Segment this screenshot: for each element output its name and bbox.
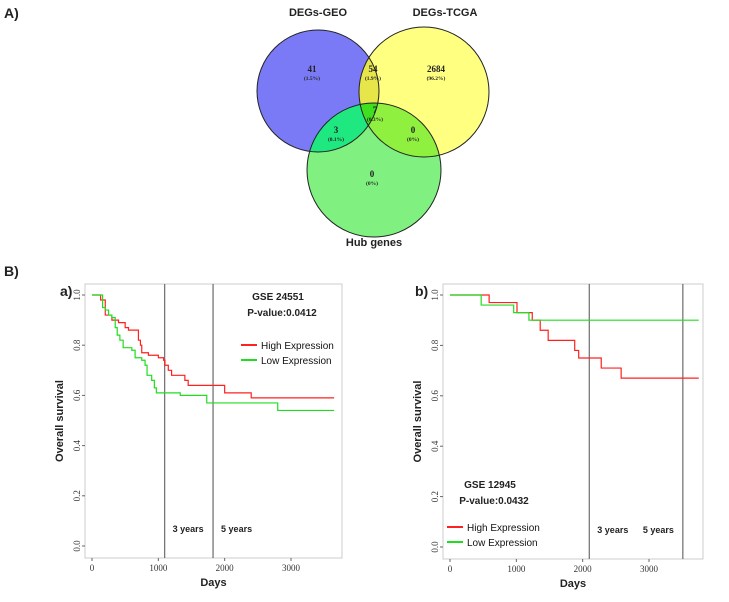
x-tick-label: 0 xyxy=(90,563,95,573)
x-tick-label: 2000 xyxy=(574,564,593,574)
survival-curve-low xyxy=(92,294,335,412)
survival-curve-high xyxy=(450,294,699,379)
region-percent: (0.3%) xyxy=(367,116,383,123)
y-tick-label: 0.4 xyxy=(72,439,82,451)
plot-frame xyxy=(442,283,704,560)
set-label-geo: DEGs-GEO xyxy=(289,7,348,19)
set-outline xyxy=(256,29,380,153)
region-count: 7 xyxy=(373,105,378,115)
vline-label: 5 years xyxy=(643,525,674,535)
x-axis-label: Days xyxy=(560,578,586,590)
set-label-hub: Hub genes xyxy=(346,237,402,249)
region-percent: (1.5%) xyxy=(304,75,320,82)
y-tick-label: 0.6 xyxy=(430,390,440,402)
region-percent: (0%) xyxy=(366,180,378,187)
y-tick-label: 0.8 xyxy=(430,339,440,351)
y-tick-label: 0.2 xyxy=(430,491,440,502)
region xyxy=(307,103,379,152)
x-axis-label: Days xyxy=(200,577,226,589)
region-percent: (96.2%) xyxy=(427,75,446,82)
venn-diagram: DEGs-GEO DEGs-TCGA Hub genes 41(1.5%) 54(1.9… xyxy=(256,7,490,249)
y-tick-label: 0.6 xyxy=(72,389,82,401)
set-outline xyxy=(306,102,442,238)
x-tick-label: 1000 xyxy=(507,564,526,574)
region-count: 41 xyxy=(308,64,318,74)
vline-label: 3 years xyxy=(173,524,204,534)
overlap-tcga-hub xyxy=(359,103,441,157)
p-value-label: P-value:0.0412 xyxy=(247,308,317,319)
vline-label: 5 years xyxy=(221,524,252,534)
panel-label-B: B) xyxy=(4,263,19,279)
y-tick-label: 0.0 xyxy=(430,541,440,553)
set-outline xyxy=(358,26,490,158)
x-tick-label: 3000 xyxy=(640,564,659,574)
y-tick-label: 0.8 xyxy=(72,339,82,351)
legend-label: High Expression xyxy=(467,523,540,534)
legend-label: Low Expression xyxy=(467,538,538,549)
x-tick-label: 2000 xyxy=(216,563,235,573)
region-count: 0 xyxy=(411,125,416,135)
p-value-label: P-value:0.0432 xyxy=(459,496,529,507)
km-plot-a: 0 1000 2000 3000 0.0 0.2 0.4 0.6 0.8 1.0 Days Overa… xyxy=(54,283,343,589)
y-tick-label: 0.0 xyxy=(72,540,82,552)
survival-curve-low xyxy=(450,294,699,321)
vline-label: 3 years xyxy=(597,525,628,535)
y-tick-label: 0.4 xyxy=(430,440,440,452)
y-axis-label: Overall survival xyxy=(412,381,424,463)
y-tick-label: 1.0 xyxy=(430,289,440,301)
set-label-tcga: DEGs-TCGA xyxy=(413,7,478,19)
panel-label-a: a) xyxy=(60,283,72,299)
x-tick-label: 3000 xyxy=(282,563,301,573)
panel-label-A: A) xyxy=(4,5,19,21)
y-tick-label: 0.2 xyxy=(72,490,82,501)
x-tick-label: 1000 xyxy=(149,563,168,573)
y-axis-label: Overall survival xyxy=(54,380,66,462)
legend-label: Low Expression xyxy=(261,356,332,367)
region-percent: (1.9%) xyxy=(365,75,381,82)
y-tick-label: 1.0 xyxy=(72,289,82,301)
overlap-geo-hub xyxy=(307,103,379,152)
dataset-label: GSE 24551 xyxy=(252,292,304,303)
legend-label: High Expression xyxy=(261,341,334,352)
panel-label-b: b) xyxy=(415,283,428,299)
region-count: 3 xyxy=(334,125,339,135)
region-percent: (0%) xyxy=(407,136,419,143)
dataset-label: GSE 12945 xyxy=(464,480,516,491)
region-count: 0 xyxy=(370,169,375,179)
km-plot-b: 0 1000 2000 3000 0.0 0.2 0.4 0.6 0.8 1.0 Days Overa… xyxy=(412,283,704,590)
region xyxy=(359,103,441,157)
region-percent: (0.1%) xyxy=(328,136,344,143)
region-count: 54 xyxy=(369,64,379,74)
region-count: 2684 xyxy=(427,64,446,74)
x-tick-label: 0 xyxy=(448,564,453,574)
